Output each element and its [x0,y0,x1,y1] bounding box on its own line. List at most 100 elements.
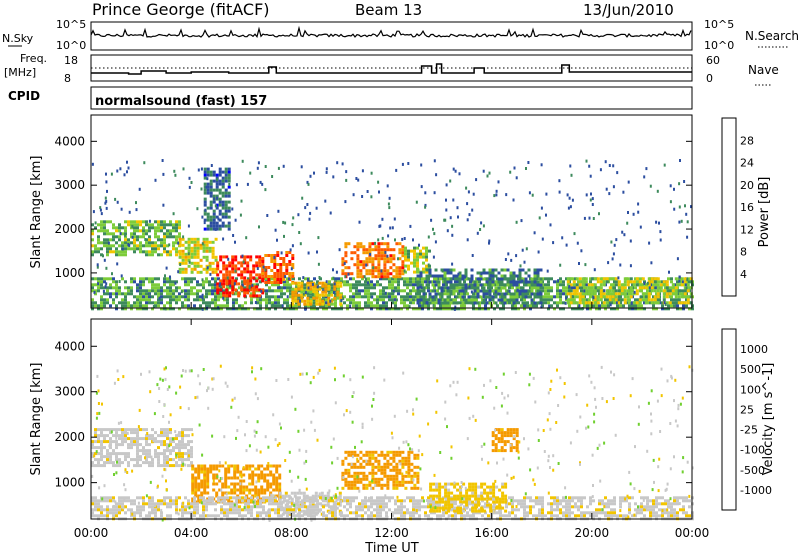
data-cell [593,292,597,296]
data-cell [479,289,483,293]
data-cell [433,191,436,195]
data-cell [145,223,148,227]
data-cell [453,307,456,311]
data-cell [439,307,442,311]
data-cell [596,295,600,299]
data-cell [486,174,489,178]
data-cell [197,494,201,498]
data-cell [103,304,106,308]
data-cell [602,292,606,296]
data-cell [249,276,253,280]
data-cell [544,292,547,296]
data-cell [317,262,320,266]
data-cell [550,298,553,302]
data-cell [258,261,262,265]
data-cell [190,270,194,274]
data-cell [157,502,160,506]
data-cell [121,277,124,281]
data-cell [662,283,666,287]
data-cell [327,287,331,291]
data-cell [518,271,522,275]
data-cell [118,437,121,441]
data-cell [303,302,307,306]
data-cell [523,298,526,302]
data-cell [324,287,328,291]
data-cell [685,304,688,308]
data-cell [419,283,423,287]
data-cell [509,277,513,281]
data-cell [252,267,256,271]
data-cell [223,499,226,503]
data-cell [148,514,151,518]
data-cell [397,280,400,284]
data-cell [566,193,569,197]
data-cell [515,283,519,287]
data-cell [247,307,250,311]
data-cell [196,511,199,515]
data-cell [572,289,576,293]
data-cell [388,499,391,503]
data-cell [325,304,328,308]
data-cell [359,275,363,279]
data-cell [163,499,166,503]
data-cell [341,272,345,276]
data-cell [380,248,384,252]
data-cell [394,304,397,308]
data-cell [297,302,301,306]
data-cell [641,283,645,287]
data-cell [512,292,516,296]
data-cell [162,203,165,207]
data-cell [355,505,358,509]
data-cell [370,283,373,287]
data-cell [593,268,596,272]
data-cell [311,494,315,498]
data-cell [151,247,154,251]
data-cell [169,223,172,227]
data-cell [263,491,267,495]
data-cell [157,452,160,456]
data-cell [190,246,194,250]
data-cell [163,440,166,444]
data-cell [400,295,403,299]
data-cell [249,258,253,262]
data-cell [175,238,178,242]
data-cell [260,289,263,293]
data-cell [228,276,232,280]
data-cell [109,292,112,296]
data-cell [254,494,258,498]
data-cell [160,443,163,447]
data-cell [598,212,600,216]
data-cell [196,255,200,259]
data-cell [286,511,289,515]
data-cell [257,464,261,468]
data-cell [214,292,217,296]
data-cell [272,479,276,483]
data-cell [615,238,618,242]
data-cell [304,511,307,515]
data-cell [352,286,355,290]
data-cell [358,289,361,293]
data-cell [130,304,133,308]
data-cell [217,295,220,299]
data-cell [208,289,211,293]
data-cell [412,496,415,500]
data-cell [112,496,115,500]
data-cell [380,242,384,246]
data-cell [674,295,678,299]
data-cell [157,292,160,296]
data-cell [316,285,319,289]
data-cell [209,470,213,474]
data-cell [449,179,452,183]
data-cell [592,298,595,302]
data-cell [418,502,421,506]
data-cell [200,491,204,495]
data-cell [202,283,205,287]
data-cell [261,182,264,186]
data-cell [214,286,217,290]
data-cell [190,502,193,506]
data-cell [667,304,670,308]
data-cell [398,453,402,457]
data-cell [460,304,463,308]
data-cell [211,286,214,290]
data-cell [187,283,190,287]
